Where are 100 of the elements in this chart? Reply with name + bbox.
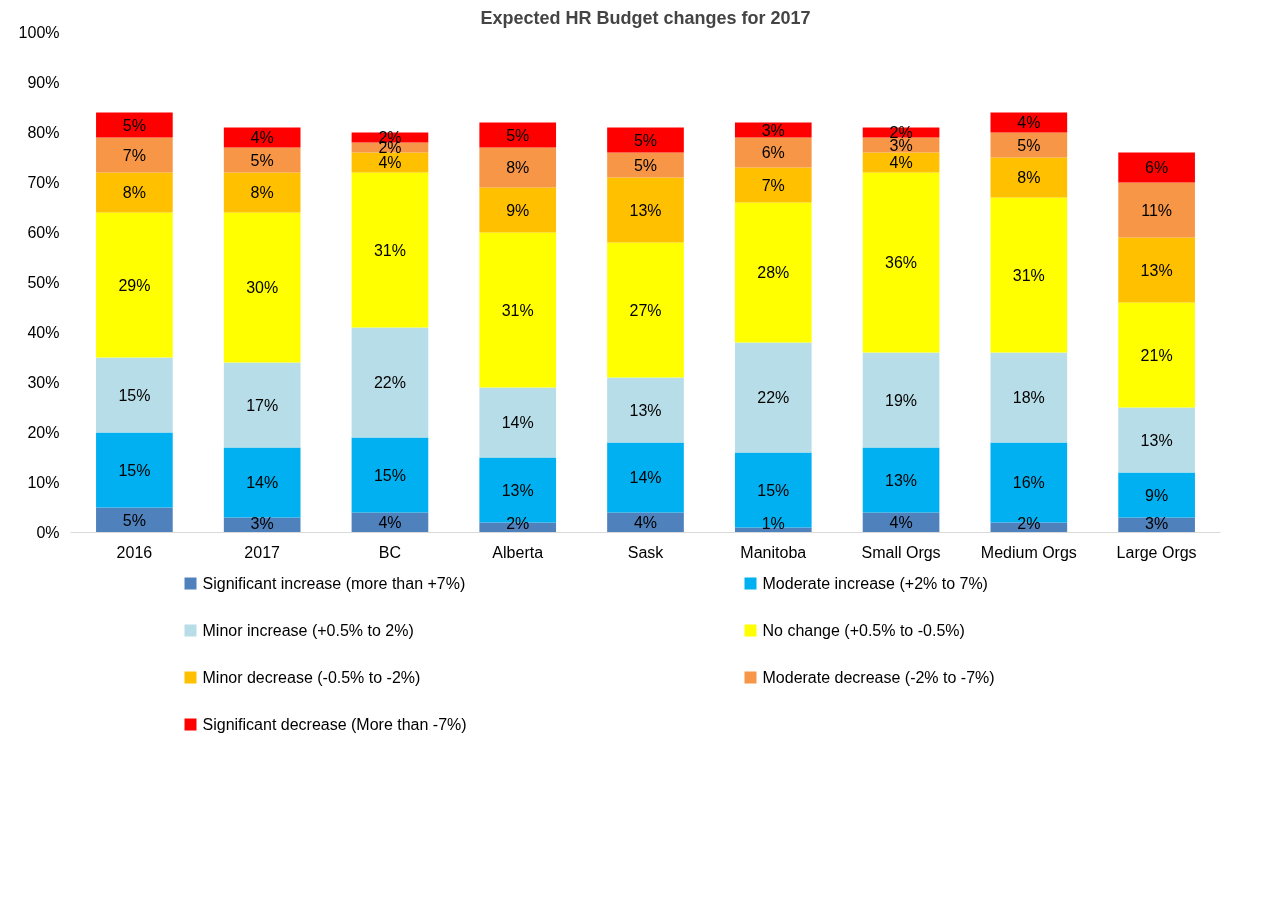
- bar: [607, 442, 684, 513]
- x-tick-label: Large Orgs: [1116, 543, 1197, 561]
- data-label: 17%: [246, 396, 279, 414]
- x-tick-label: Sask: [627, 543, 665, 561]
- y-tick-label: 10%: [27, 474, 60, 491]
- x-tick-label: 2016: [116, 543, 153, 561]
- data-label: 3%: [761, 121, 785, 139]
- data-label: 9%: [1145, 486, 1169, 504]
- data-label: 6%: [1145, 159, 1169, 176]
- legend-label: Moderate increase (+2% to 7%): [762, 575, 988, 592]
- data-label: 4%: [378, 514, 402, 531]
- bar: [1118, 152, 1195, 183]
- data-label: 28%: [757, 264, 790, 281]
- data-label: 5%: [122, 511, 146, 529]
- data-label: 16%: [1012, 474, 1045, 491]
- y-tick-label: 0%: [36, 524, 60, 541]
- data-label: 14%: [501, 414, 534, 431]
- y-tick-label: 70%: [27, 174, 60, 191]
- y-tick-label: 40%: [27, 324, 60, 341]
- data-label: 13%: [501, 481, 534, 499]
- x-tick-label: Small Orgs: [861, 543, 941, 561]
- bar: [607, 242, 684, 378]
- data-label: 5%: [633, 156, 658, 174]
- bar: [990, 132, 1068, 158]
- y-tick-label: 60%: [27, 224, 60, 241]
- data-label: 2%: [1017, 515, 1041, 532]
- data-label: 5%: [122, 116, 146, 134]
- bar: [223, 172, 301, 213]
- bar: [479, 122, 557, 148]
- bar: [1118, 237, 1195, 303]
- bar: [1118, 407, 1195, 473]
- x-tick-label: BC: [378, 543, 402, 561]
- data-label: 5%: [633, 131, 658, 149]
- bar: [990, 197, 1068, 353]
- y-tick-label: 80%: [27, 124, 60, 141]
- bar: [351, 437, 429, 513]
- data-label: 4%: [378, 154, 402, 171]
- bar: [479, 232, 557, 388]
- x-tick-label: Alberta: [492, 543, 544, 561]
- x-tick-label: Manitoba: [740, 543, 807, 561]
- data-label: 8%: [506, 159, 530, 176]
- data-label: 2%: [506, 515, 530, 532]
- data-label: 4%: [250, 129, 274, 146]
- data-label: 18%: [1012, 389, 1045, 406]
- data-label: 6%: [761, 144, 785, 161]
- y-tick-label: 50%: [27, 274, 60, 291]
- data-label: 29%: [118, 276, 151, 294]
- bar: [734, 452, 812, 528]
- bar: [223, 362, 301, 448]
- bar: [990, 157, 1068, 198]
- data-label: 15%: [373, 466, 406, 484]
- data-label: 4%: [1017, 114, 1041, 131]
- data-label: 13%: [1140, 261, 1173, 279]
- bar: [1118, 472, 1195, 518]
- legend-label: Minor decrease (-0.5% to -2%): [202, 669, 421, 686]
- data-label: 9%: [506, 201, 530, 219]
- bar: [479, 187, 557, 233]
- data-label: 31%: [1012, 266, 1045, 284]
- data-label: 36%: [885, 254, 918, 271]
- bar: [479, 387, 557, 458]
- data-label: 4%: [889, 514, 913, 531]
- data-label: 7%: [122, 146, 146, 164]
- data-label: 13%: [1140, 431, 1173, 449]
- bar: [351, 327, 429, 438]
- bar: [479, 147, 557, 188]
- legend-label: Moderate decrease (-2% to -7%): [762, 669, 995, 686]
- data-label: 15%: [757, 481, 790, 499]
- data-label: 15%: [118, 461, 151, 479]
- bar: [607, 127, 684, 153]
- bar: [223, 127, 301, 148]
- data-label: 14%: [629, 469, 662, 486]
- bar: [96, 357, 173, 433]
- data-label: 8%: [250, 184, 274, 201]
- data-label: 13%: [885, 471, 918, 489]
- data-label: 3%: [250, 515, 274, 532]
- bar: [96, 212, 173, 358]
- data-label: 13%: [629, 401, 662, 419]
- data-label: 5%: [506, 126, 530, 144]
- x-tick-label: 2017: [244, 543, 281, 561]
- y-tick-label: 90%: [27, 74, 60, 91]
- data-label: 22%: [373, 374, 406, 391]
- data-label: 14%: [246, 474, 279, 491]
- bar: [862, 352, 940, 448]
- bar: [96, 432, 173, 508]
- data-label: 4%: [633, 514, 658, 531]
- data-label: 27%: [629, 301, 662, 319]
- bar: [96, 112, 173, 138]
- data-label: 8%: [122, 184, 146, 201]
- bar: [96, 172, 173, 213]
- bar: [223, 212, 301, 363]
- data-label: 4%: [889, 154, 913, 171]
- bar: [862, 172, 940, 353]
- data-label: 30%: [246, 279, 279, 296]
- bar: [96, 137, 173, 173]
- y-tick-label: 20%: [27, 424, 60, 441]
- bar: [1118, 302, 1195, 408]
- bar: [734, 137, 812, 168]
- data-label: 3%: [1145, 515, 1169, 532]
- legend-label: Minor increase (+0.5% to 2%): [202, 622, 414, 639]
- data-label: 2%: [889, 124, 913, 141]
